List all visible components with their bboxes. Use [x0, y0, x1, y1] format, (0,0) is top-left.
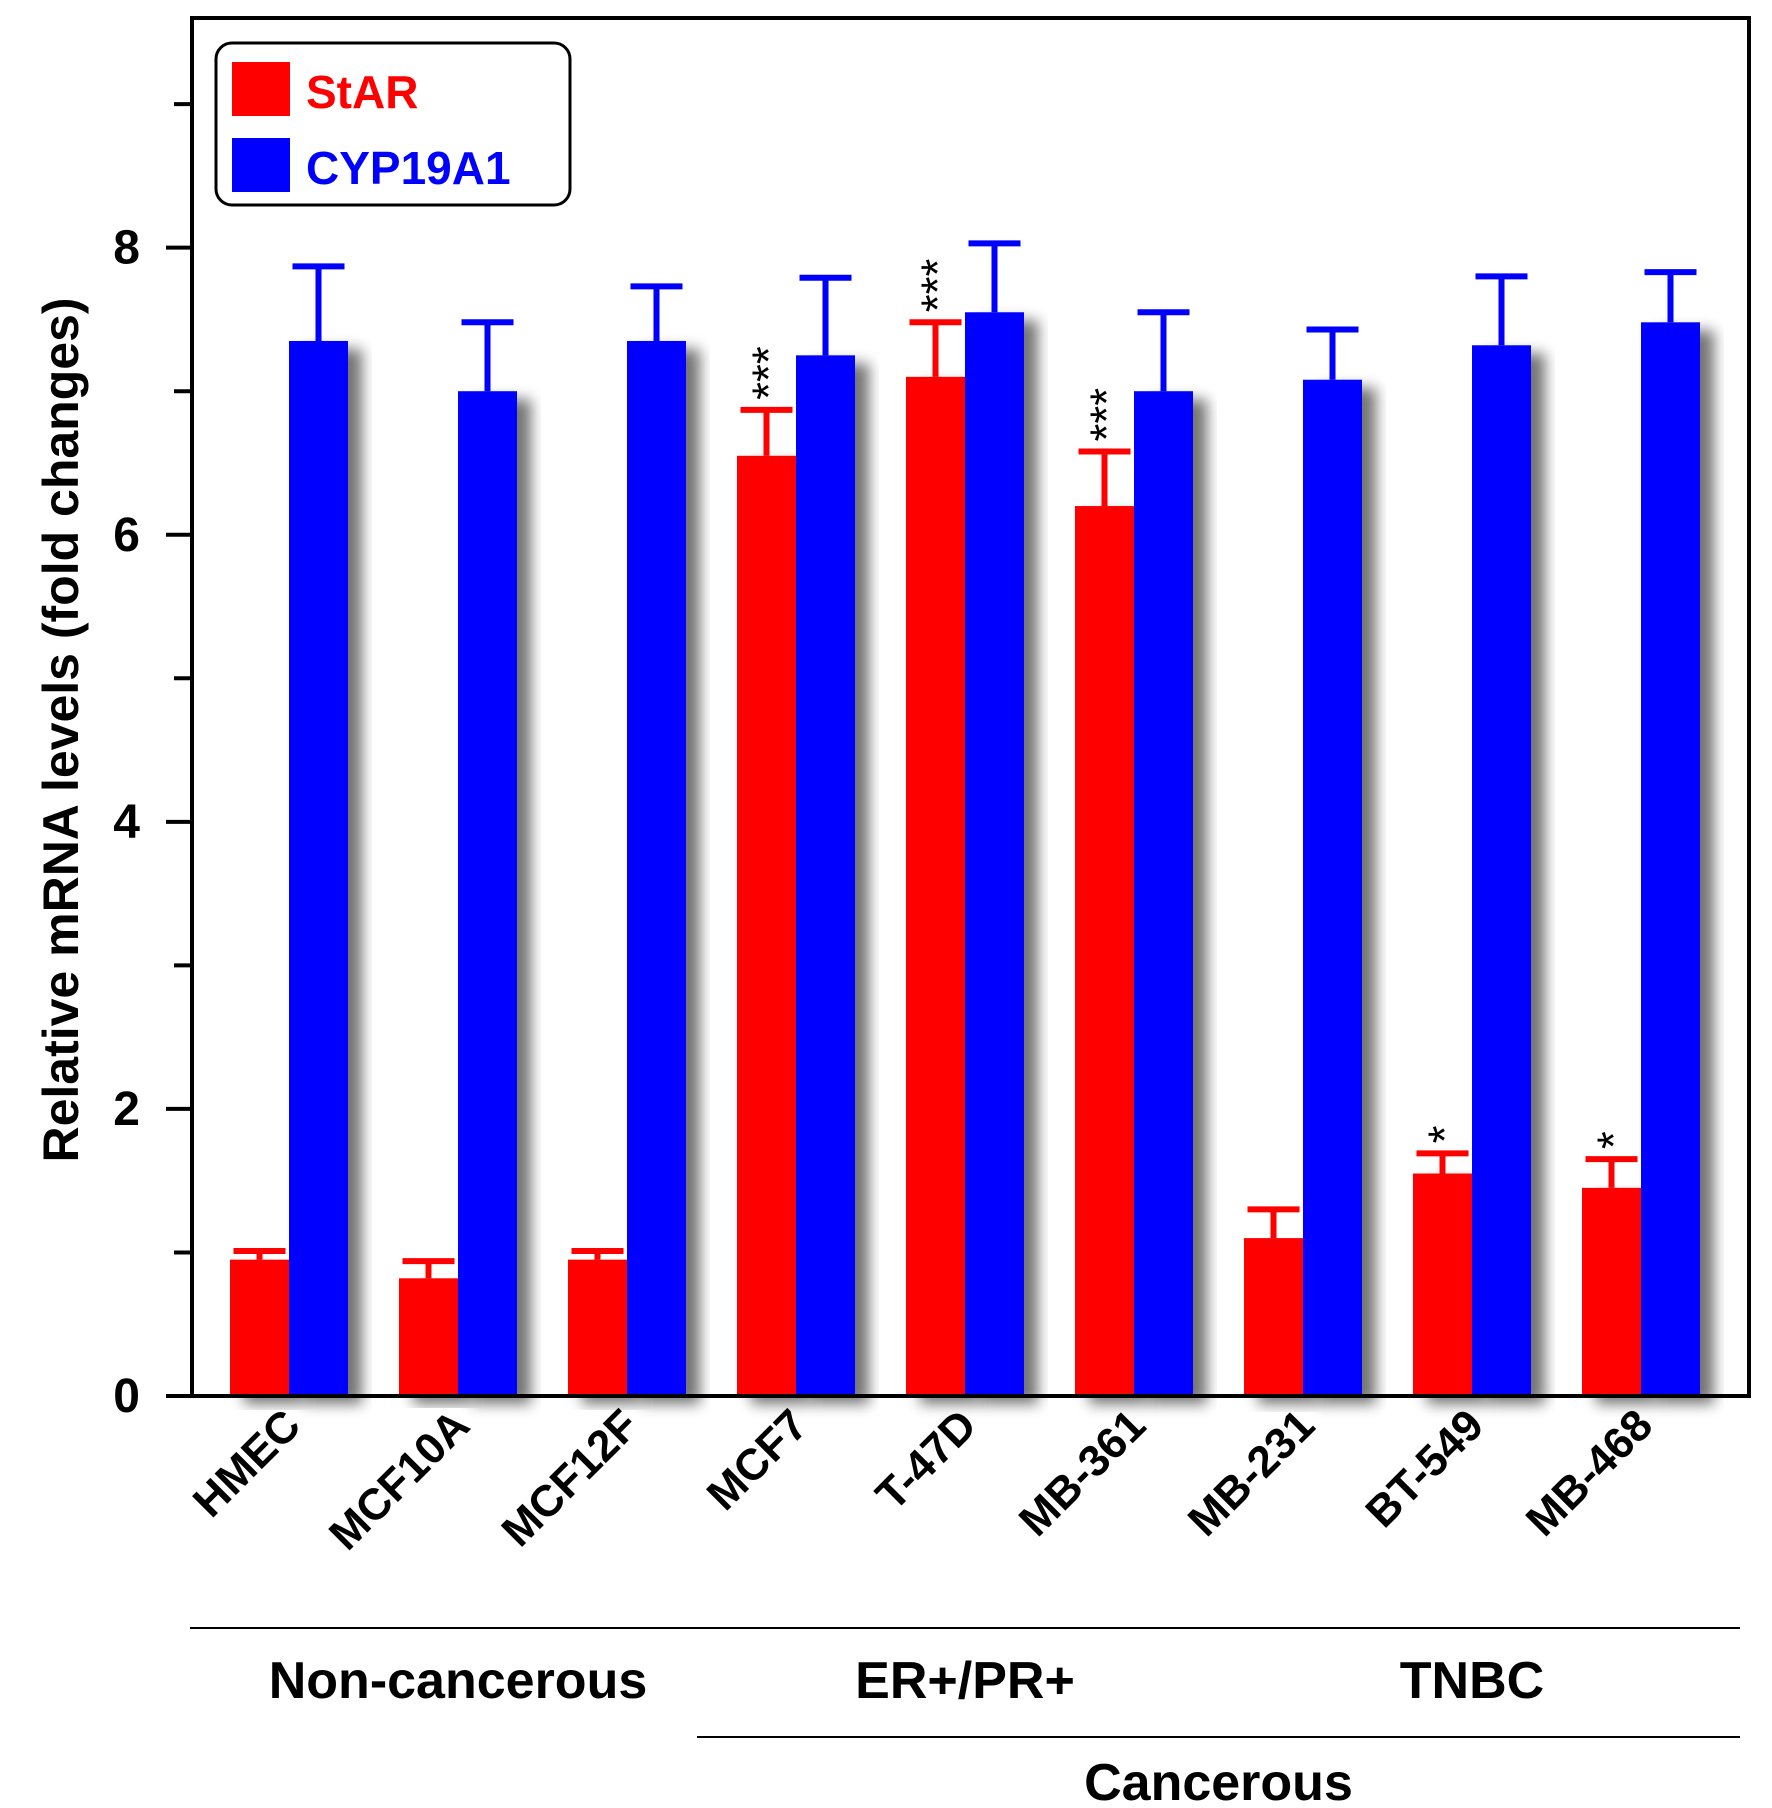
legend-label-cyp19a1: CYP19A1	[306, 142, 511, 194]
bar-cyp19a1-mcf10a	[458, 391, 517, 1396]
significance-markers: ********** *	[743, 259, 1640, 1150]
supergroup-cancerous-label: Cancerous	[1084, 1754, 1353, 1808]
x-label-t-47d: T-47D	[867, 1400, 986, 1519]
significance-star-bt-549: *	[1419, 1125, 1471, 1143]
y-tick-label-2: 2	[113, 1083, 140, 1136]
x-label-mcf12f: MCF12F	[492, 1400, 648, 1556]
group-tnbc-label: TNBC	[1400, 1652, 1544, 1710]
y-axis: 0 2 4 6 8	[113, 102, 192, 1423]
y-axis-label: Relative mRNA levels (fold changes)	[33, 297, 89, 1162]
significance-star-mb-468: *	[1588, 1131, 1640, 1149]
bar-cyp19a1-t-47d	[965, 312, 1024, 1397]
bar-star-mb-361	[1075, 506, 1134, 1397]
group-er-pr-label: ER+/PR+	[855, 1652, 1075, 1710]
bar-star-mb-231	[1244, 1238, 1303, 1396]
y-tick-label-8: 8	[113, 222, 140, 275]
significance-star-mcf7: ***	[743, 346, 795, 400]
legend-swatch-star	[232, 62, 290, 116]
bars	[230, 312, 1700, 1397]
bar-star-t-47d	[906, 376, 965, 1397]
legend-swatch-cyp19a1	[232, 138, 290, 192]
significance-star-mb-361: ***	[1081, 388, 1133, 442]
x-label-mb-361: MB-361	[1010, 1400, 1155, 1545]
bar-cyp19a1-hmec	[289, 340, 348, 1396]
x-label-mcf10a: MCF10A	[320, 1400, 479, 1559]
bar-cyp19a1-bt-549	[1472, 345, 1531, 1396]
group-non-cancerous-label: Non-cancerous	[269, 1652, 648, 1710]
x-label-mb-231: MB-231	[1179, 1400, 1324, 1545]
y-tick-label-4: 4	[113, 796, 140, 849]
legend-box	[214, 41, 572, 207]
bar-cyp19a1-mcf7	[796, 355, 855, 1397]
plot-frame	[190, 16, 1751, 1398]
bar-star-hmec	[230, 1259, 289, 1396]
x-axis-labels: HMEC MCF10A MCF12F MCF7 T-47D MB-361 MB-231 BT-…	[184, 1400, 1662, 1559]
bar-star-mb-468	[1582, 1187, 1641, 1396]
bar-cyp19a1-mb-361	[1134, 391, 1193, 1396]
bar-star-mcf10a	[399, 1278, 458, 1396]
group-brackets: Non-cancerous ER+/PR+ TNBC Cancerous	[190, 1627, 1740, 1808]
x-label-mb-468: MB-468	[1517, 1400, 1662, 1545]
bar-cyp19a1-mcf12f	[627, 340, 686, 1396]
significance-star-t-47d: ***	[912, 259, 964, 313]
x-label-bt-549: BT-549	[1356, 1400, 1493, 1537]
legend-label-star: StAR	[306, 66, 418, 118]
x-label-mcf7: MCF7	[698, 1400, 817, 1519]
x-label-hmec: HMEC	[184, 1400, 310, 1526]
error-bars	[233, 240, 1697, 1279]
bar-cyp19a1-mb-468	[1641, 322, 1700, 1396]
bar-star-mcf12f	[568, 1259, 627, 1396]
bar-star-mcf7	[737, 455, 796, 1396]
bar-star-bt-549	[1413, 1173, 1472, 1396]
y-tick-label-0: 0	[113, 1370, 140, 1423]
legend: StAR CYP19A1	[214, 41, 572, 207]
y-tick-label-6: 6	[113, 509, 140, 562]
bar-cyp19a1-mb-231	[1303, 379, 1362, 1397]
